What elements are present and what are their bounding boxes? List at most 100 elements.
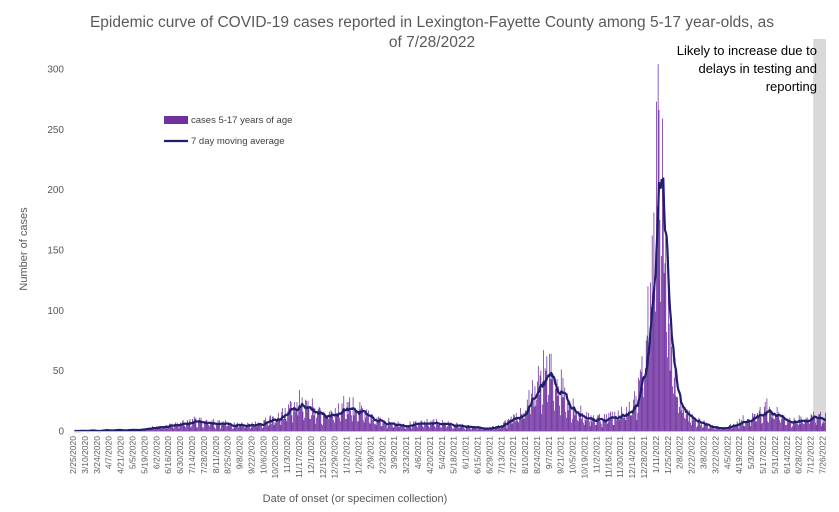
case-bar: [206, 420, 208, 431]
case-bar: [390, 424, 391, 431]
case-bar: [636, 420, 638, 431]
case-bar: [213, 418, 215, 431]
x-tick-label: 2/23/2021: [377, 436, 387, 474]
case-bar: [667, 357, 668, 431]
case-bar: [261, 428, 263, 431]
case-bar: [576, 411, 577, 431]
case-bar: [373, 423, 375, 431]
case-bar: [216, 423, 218, 431]
x-tick-label: 2/22/2022: [687, 436, 697, 474]
case-bar: [443, 422, 445, 431]
case-bar: [763, 406, 765, 431]
case-bar: [801, 418, 803, 431]
case-bar: [215, 428, 216, 431]
case-bar: [422, 426, 424, 431]
case-bar: [367, 414, 368, 431]
case-bar: [577, 420, 578, 431]
case-bar: [666, 332, 668, 431]
case-bar: [588, 412, 589, 431]
case-bar: [482, 429, 484, 431]
case-bar: [824, 422, 826, 431]
case-bar: [264, 420, 266, 431]
case-bar: [675, 396, 677, 431]
x-tick-label: 11/17/2020: [294, 436, 304, 478]
case-bar: [447, 421, 449, 431]
case-bar: [375, 424, 377, 431]
x-tick-label: 3/22/2022: [710, 436, 720, 474]
case-bar: [745, 421, 747, 431]
case-bar: [430, 424, 432, 431]
case-bar: [704, 423, 706, 431]
case-bar: [316, 417, 317, 431]
x-tick-label: 5/4/2021: [437, 436, 447, 469]
case-bar: [735, 424, 737, 431]
x-tick-label: 6/29/2021: [484, 436, 494, 474]
case-bar: [549, 379, 551, 431]
case-bar: [249, 428, 251, 431]
case-bar: [791, 427, 792, 431]
case-bar: [738, 428, 740, 431]
case-bar: [170, 423, 171, 431]
case-bar: [542, 404, 543, 431]
case-bar: [157, 428, 159, 431]
case-bar: [176, 422, 178, 431]
case-bar: [373, 418, 374, 431]
case-bar: [582, 412, 583, 431]
case-bar: [769, 406, 770, 431]
case-bar: [594, 421, 595, 431]
case-bar: [442, 422, 444, 431]
case-bar: [634, 406, 636, 431]
case-bar: [366, 409, 368, 431]
case-bar: [660, 301, 662, 431]
case-bar: [275, 422, 277, 431]
case-bar: [453, 426, 455, 431]
case-bar: [329, 416, 331, 431]
case-bar: [424, 424, 426, 431]
case-bar: [679, 397, 681, 431]
case-bar: [690, 424, 692, 431]
y-axis-ticks: 0 50 100 150 200 250 300: [47, 65, 64, 438]
case-bar: [758, 416, 759, 431]
case-bar: [226, 426, 228, 431]
case-bar: [205, 420, 207, 431]
case-bar: [752, 412, 753, 431]
case-bar: [531, 393, 532, 431]
case-bar: [695, 427, 697, 431]
case-bar: [300, 405, 301, 431]
case-bar: [622, 417, 624, 431]
case-bar: [447, 426, 448, 431]
case-bar: [689, 410, 690, 431]
case-bar: [370, 416, 372, 431]
case-bar: [755, 421, 757, 431]
case-bar: [560, 415, 561, 431]
case-bar: [746, 418, 748, 431]
case-bar: [368, 422, 370, 431]
case-bar: [586, 411, 588, 431]
case-bar: [699, 418, 701, 431]
x-tick-label: 10/6/2020: [258, 436, 268, 474]
case-bar: [707, 424, 708, 431]
case-bar: [317, 414, 318, 431]
case-bar: [323, 414, 325, 431]
case-bar: [785, 424, 786, 431]
case-bar: [382, 422, 384, 431]
case-bar: [770, 411, 772, 431]
case-bar: [800, 416, 802, 431]
case-bar: [295, 411, 297, 431]
case-bar: [680, 410, 682, 431]
case-bar: [616, 418, 618, 431]
case-bar: [358, 410, 360, 431]
case-bar: [260, 424, 262, 431]
case-bar: [625, 420, 627, 431]
case-bar: [594, 424, 596, 431]
case-bar: [588, 421, 590, 431]
case-bar: [341, 403, 343, 431]
case-bar: [306, 405, 308, 431]
case-bar: [593, 415, 594, 431]
case-bar: [377, 421, 379, 431]
case-bar: [272, 416, 274, 431]
x-tick-label: 3/23/2021: [401, 436, 411, 474]
case-bar: [378, 416, 379, 431]
case-bar: [674, 358, 676, 431]
case-bar: [573, 408, 575, 431]
